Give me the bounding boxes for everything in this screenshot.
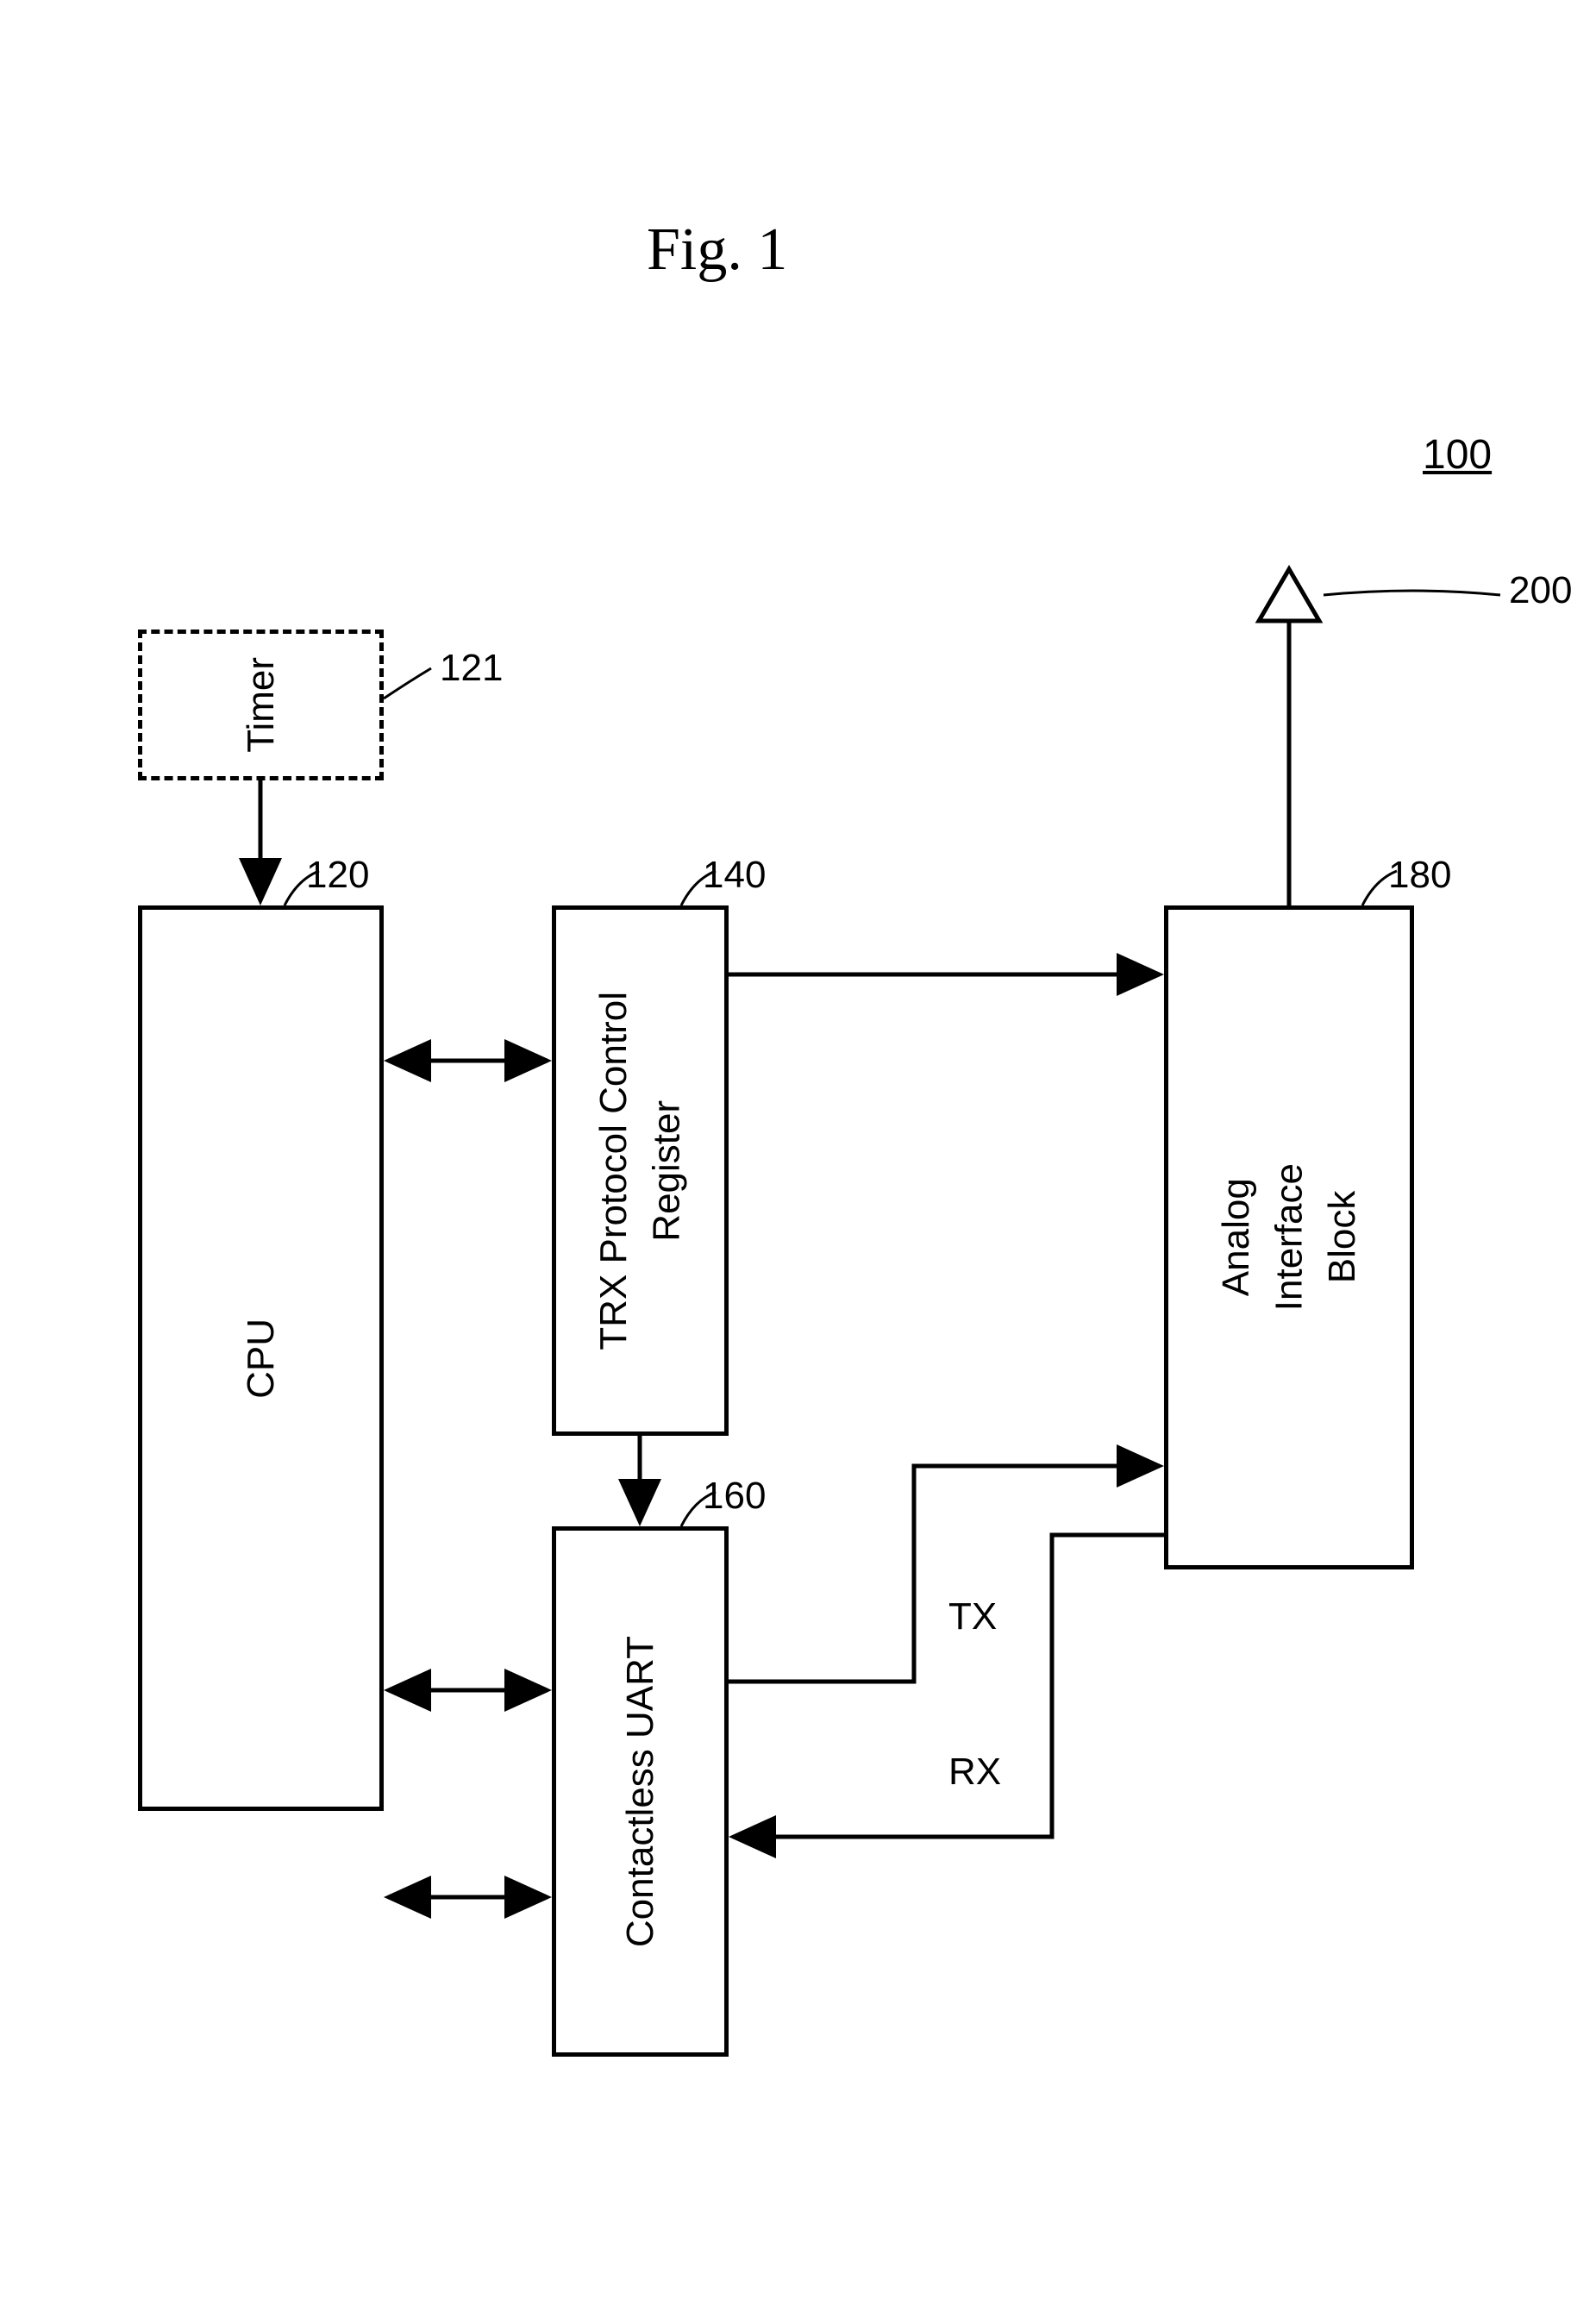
timer-ref: 121 xyxy=(440,647,503,690)
rx-label: RX xyxy=(948,1751,1001,1794)
timer-block: Timer xyxy=(138,630,384,780)
analog-label: Analog Interface Block xyxy=(1210,1163,1369,1311)
trx-block: TRX Protocol Control Register xyxy=(552,905,729,1436)
system-ref-label: 100 xyxy=(1423,431,1492,479)
antenna-icon xyxy=(1259,569,1319,621)
antenna-ref: 200 xyxy=(1509,569,1572,612)
figure-title: Fig. 1 xyxy=(647,216,787,285)
cpu-ref: 120 xyxy=(306,854,369,897)
timer-label: Timer xyxy=(235,657,288,753)
cpu-block: CPU xyxy=(138,905,384,1811)
antenna-leader xyxy=(1324,591,1500,595)
uart-label: Contactless UART xyxy=(614,1636,667,1947)
timer-leader xyxy=(384,668,431,698)
trx-ref: 140 xyxy=(703,854,766,897)
uart-tx-arrow xyxy=(729,1466,1160,1682)
uart-ref: 160 xyxy=(703,1475,766,1518)
uart-block: Contactless UART xyxy=(552,1526,729,2057)
cpu-label: CPU xyxy=(235,1319,288,1399)
tx-label: TX xyxy=(948,1595,997,1638)
analog-block: Analog Interface Block xyxy=(1164,905,1414,1569)
trx-label: TRX Protocol Control Register xyxy=(587,992,693,1350)
analog-ref: 180 xyxy=(1388,854,1451,897)
